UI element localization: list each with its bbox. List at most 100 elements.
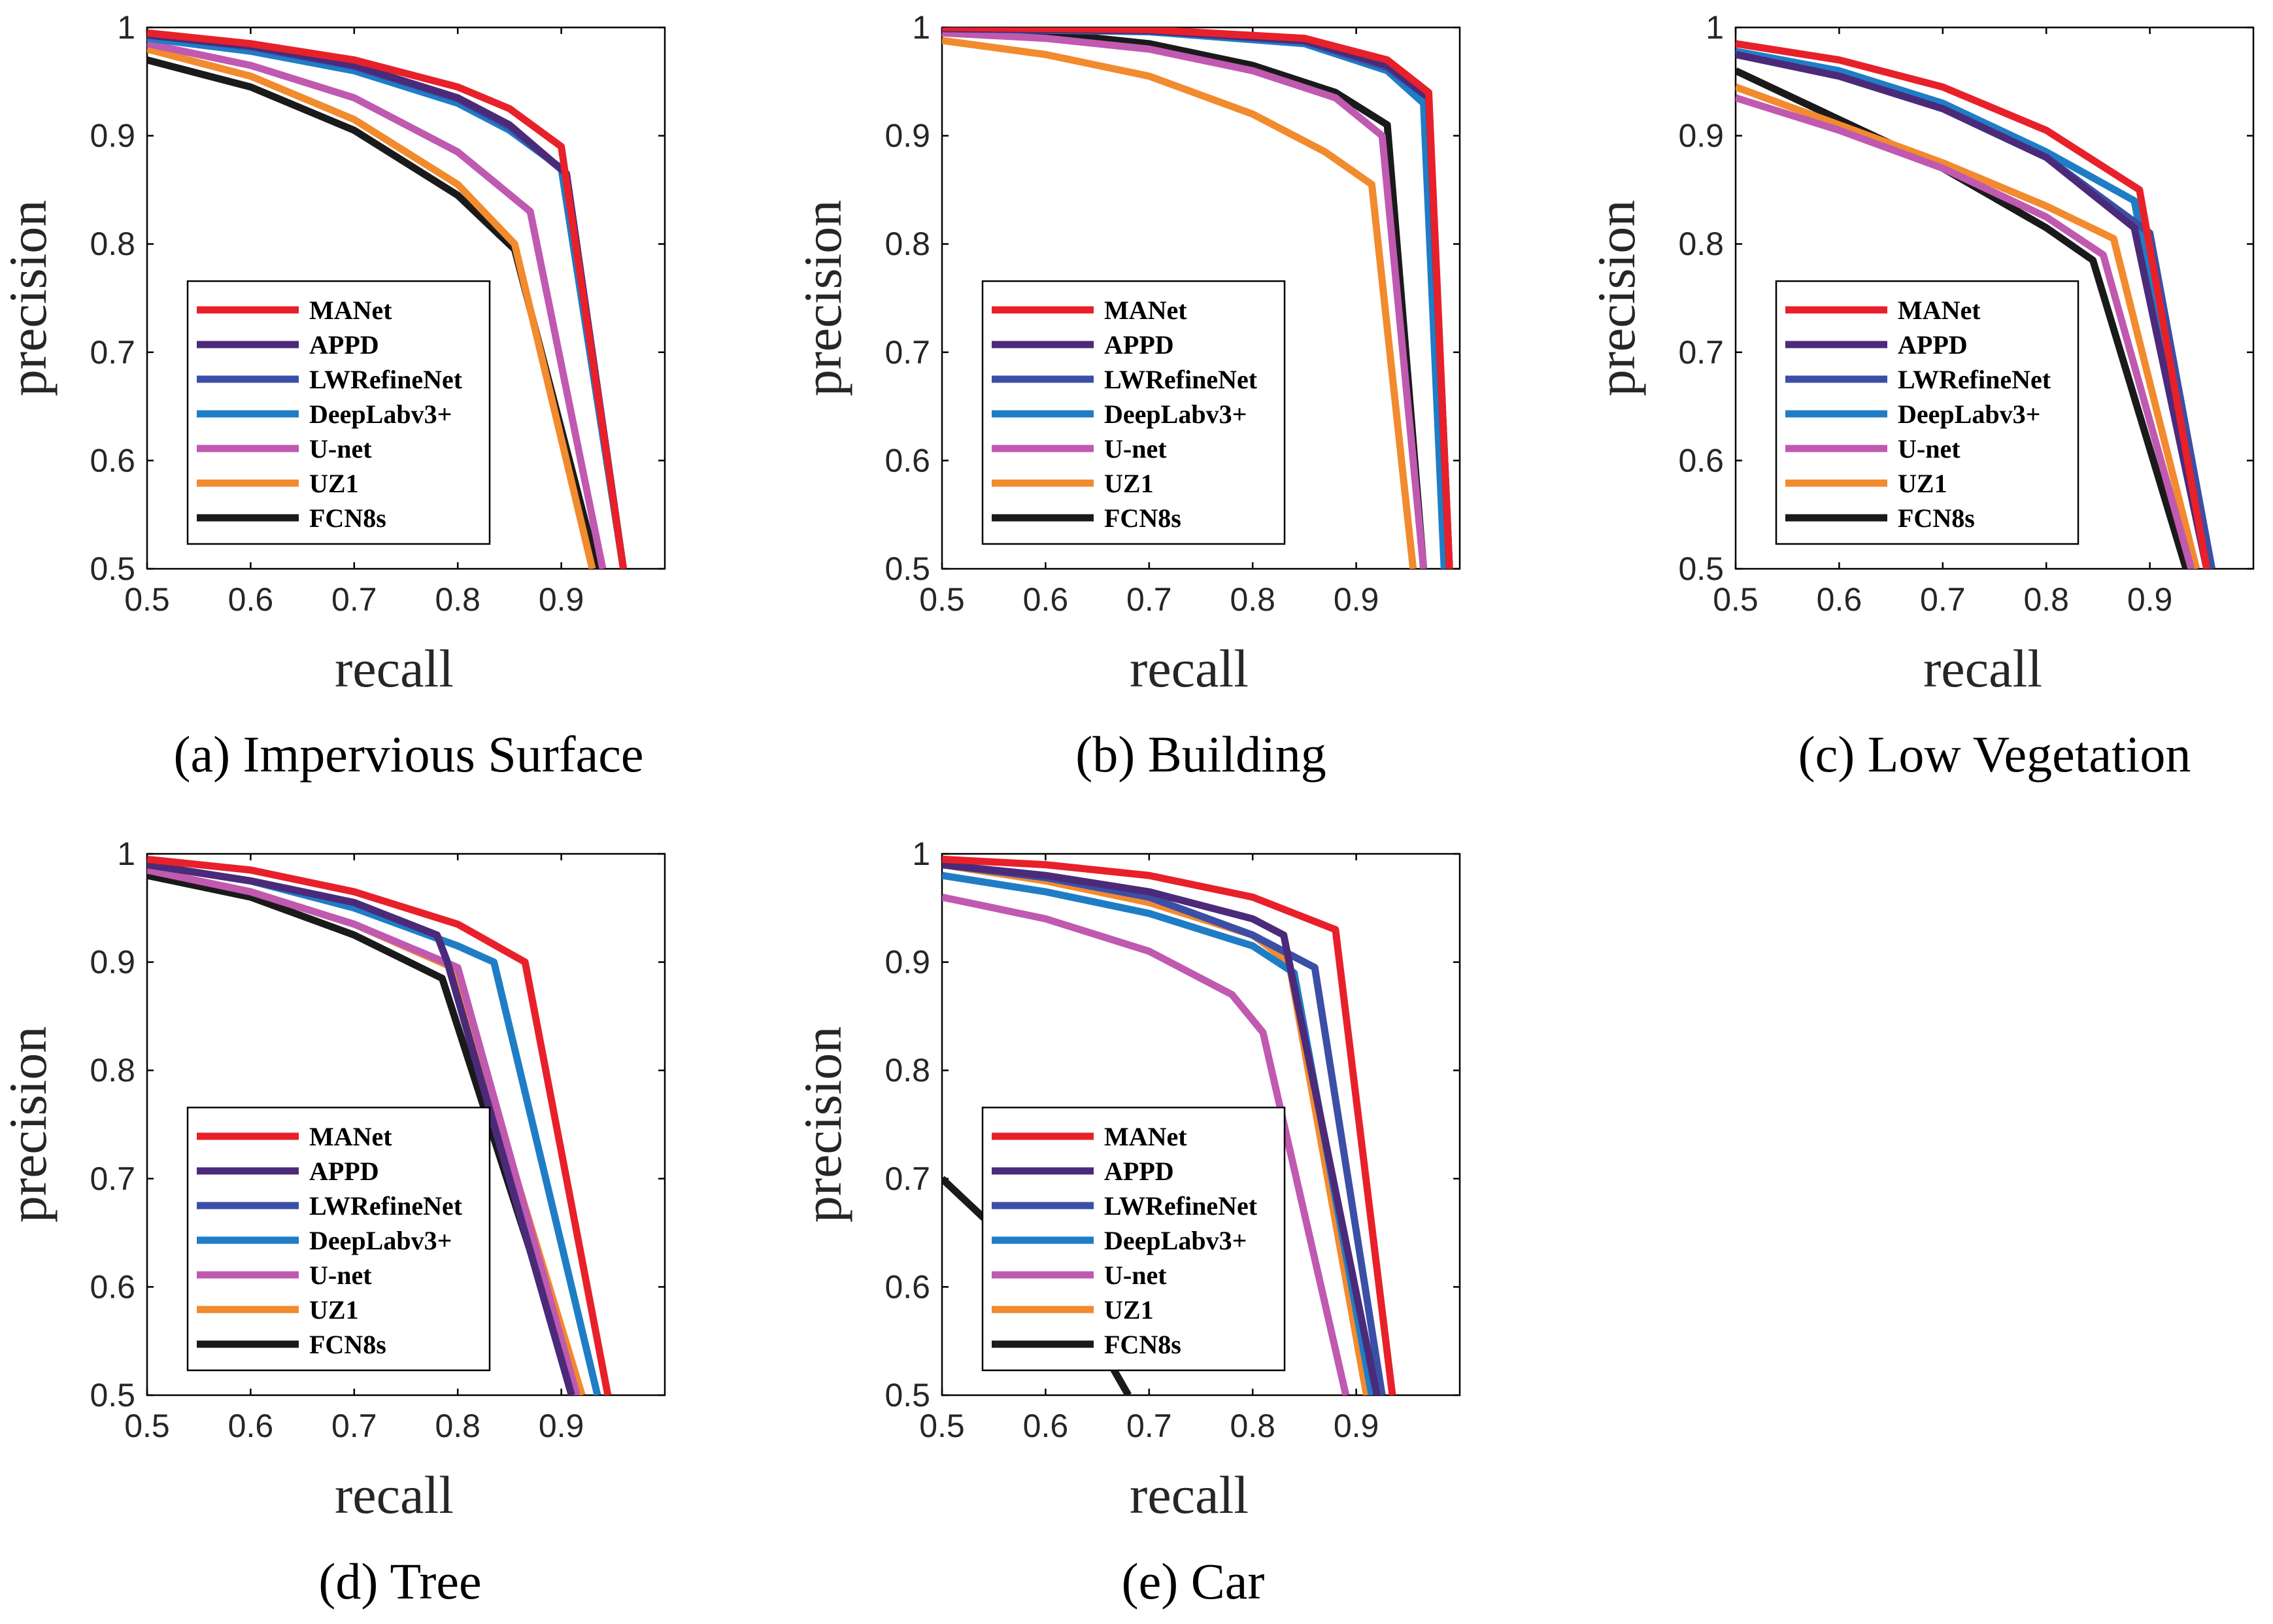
y-tick-label: 0.7 — [884, 1160, 930, 1197]
x-tick-label: 0.7 — [1126, 1408, 1172, 1444]
series-line-unet — [147, 40, 607, 569]
series-line-manet — [942, 27, 1453, 569]
x-tick-label: 0.7 — [1126, 581, 1172, 618]
x-tick-label: 0.6 — [1023, 581, 1069, 618]
y-tick-label: 1 — [1706, 9, 1724, 46]
legend-entry-label: U-net — [1104, 434, 1167, 464]
series-line-uz1 — [147, 45, 596, 569]
legend-entry-label: LWRefineNet — [309, 1191, 463, 1221]
x-tick-label: 0.8 — [435, 1408, 480, 1444]
legend-entry-label: DeepLabv3+ — [309, 1226, 452, 1255]
y-tick-label: 0.7 — [90, 334, 135, 371]
y-tick-label: 1 — [912, 9, 930, 46]
y-tick-label: 0.7 — [90, 1160, 135, 1197]
series-group — [942, 27, 1453, 569]
x-tick-label: 0.5 — [919, 1408, 965, 1444]
legend-entry-label: APPD — [309, 330, 379, 360]
legend-entry-label: LWRefineNet — [1104, 365, 1258, 394]
legend-entry-label: UZ1 — [1104, 1295, 1154, 1325]
y-tick-label: 0.6 — [90, 442, 135, 479]
x-axis-label: recall — [1130, 1465, 1249, 1525]
y-tick-label: 0.9 — [884, 118, 930, 154]
y-tick-label: 1 — [117, 9, 135, 46]
y-tick-label: 0.7 — [884, 334, 930, 371]
y-tick-label: 0.6 — [90, 1268, 135, 1305]
chart-panel-d: 0.5 0.6 0.7 0.8 0.9 0.5 0.6 0.7 0.8 0.9 1 recall pre… — [0, 836, 666, 1610]
x-tick-label: 0.6 — [228, 581, 274, 618]
legend-entry-label: U-net — [309, 434, 372, 464]
series-line-unet — [147, 866, 581, 1395]
y-axis-label: precision — [0, 1026, 58, 1223]
legend-entry-label: MANet — [309, 1122, 392, 1151]
series-line-manet — [942, 855, 1396, 1395]
series-line-appd — [1736, 51, 2211, 569]
series-line-manet — [147, 855, 612, 1395]
y-tick-label: 0.9 — [884, 944, 930, 981]
x-tick-label: 0.6 — [1023, 1408, 1069, 1444]
legend-entry-label: FCN8s — [1898, 503, 1975, 533]
legend-entry-label: DeepLabv3+ — [1104, 399, 1247, 429]
x-tick-label: 0.9 — [539, 581, 584, 618]
y-tick-label: 0.6 — [1678, 442, 1724, 479]
chart-panel-e: 0.5 0.6 0.7 0.8 0.9 0.5 0.6 0.7 0.8 0.9 1 recall pre… — [793, 836, 1461, 1610]
x-axis-label: recall — [335, 639, 454, 698]
y-tick-label: 0.5 — [90, 1377, 135, 1413]
legend-entry-label: DeepLabv3+ — [1104, 1226, 1247, 1255]
legend-entry-label: LWRefineNet — [1898, 365, 2051, 394]
x-axis-label: recall — [335, 1465, 454, 1525]
y-tick-label: 0.9 — [90, 118, 135, 154]
series-line-fcn8s — [1736, 67, 2190, 569]
series-line-manet — [147, 29, 628, 569]
x-tick-label: 0.9 — [1334, 581, 1379, 618]
y-tick-label: 1 — [117, 836, 135, 872]
legend: MANet APPD LWRefineNet DeepLabv3+ U-net UZ1 FC… — [186, 280, 491, 545]
panel-caption: (c) Low Vegetation — [1798, 726, 2191, 783]
x-tick-label: 0.6 — [228, 1408, 274, 1444]
series-line-uz1 — [942, 37, 1417, 569]
series-group — [147, 29, 628, 569]
legend-entry-label: U-net — [1104, 1260, 1167, 1290]
y-tick-label: 0.5 — [1678, 550, 1724, 587]
legend-entry-label: LWRefineNet — [309, 365, 463, 394]
y-axis-label: precision — [0, 200, 58, 397]
legend-entry-label: DeepLabv3+ — [309, 399, 452, 429]
y-tick-label: 0.5 — [884, 550, 930, 587]
y-tick-label: 0.8 — [90, 1052, 135, 1089]
series-line-appd — [147, 861, 575, 1395]
legend-entry-label: APPD — [1104, 330, 1174, 360]
legend-entry-label: APPD — [1898, 330, 1968, 360]
legend-entry-label: FCN8s — [1104, 1330, 1181, 1359]
panel-caption: (d) Tree — [318, 1553, 481, 1610]
y-axis-label: precision — [1587, 200, 1646, 397]
y-tick-label: 0.8 — [884, 226, 930, 262]
panel-caption: (b) Building — [1075, 726, 1326, 783]
y-tick-label: 0.9 — [1678, 118, 1724, 154]
legend: MANet APPD LWRefineNet DeepLabv3+ U-net UZ1 FC… — [186, 1106, 491, 1372]
legend-entry-label: MANet — [1104, 296, 1187, 325]
x-tick-label: 0.8 — [435, 581, 480, 618]
legend-entry-label: U-net — [1898, 434, 1961, 464]
x-tick-label: 0.7 — [331, 581, 377, 618]
legend-entry-label: FCN8s — [309, 503, 386, 533]
legend-entry-label: FCN8s — [1104, 503, 1181, 533]
y-tick-label: 0.6 — [884, 1268, 930, 1305]
x-tick-label: 0.7 — [331, 1408, 377, 1444]
x-tick-label: 0.5 — [919, 581, 965, 618]
series-line-manet — [1736, 40, 2211, 569]
legend-entry-label: UZ1 — [309, 469, 359, 498]
legend-entry-label: UZ1 — [1898, 469, 1947, 498]
x-tick-label: 0.9 — [2127, 581, 2173, 618]
x-tick-label: 0.5 — [124, 1408, 170, 1444]
y-tick-label: 1 — [912, 836, 930, 872]
series-line-unet — [942, 893, 1350, 1395]
legend: MANet APPD LWRefineNet DeepLabv3+ U-net UZ1 FC… — [981, 1106, 1286, 1372]
legend-entry-label: MANet — [309, 296, 392, 325]
series-line-uz1 — [1736, 83, 2200, 569]
y-tick-label: 0.5 — [90, 550, 135, 587]
chart-panel-c: 0.5 0.6 0.7 0.8 0.9 0.5 0.6 0.7 0.8 0.9 1 recall pre… — [1587, 9, 2255, 783]
x-axis-label: recall — [1130, 639, 1249, 698]
y-tick-label: 0.7 — [1678, 334, 1724, 371]
legend-entry-label: FCN8s — [309, 1330, 386, 1359]
y-tick-label: 0.9 — [90, 944, 135, 981]
